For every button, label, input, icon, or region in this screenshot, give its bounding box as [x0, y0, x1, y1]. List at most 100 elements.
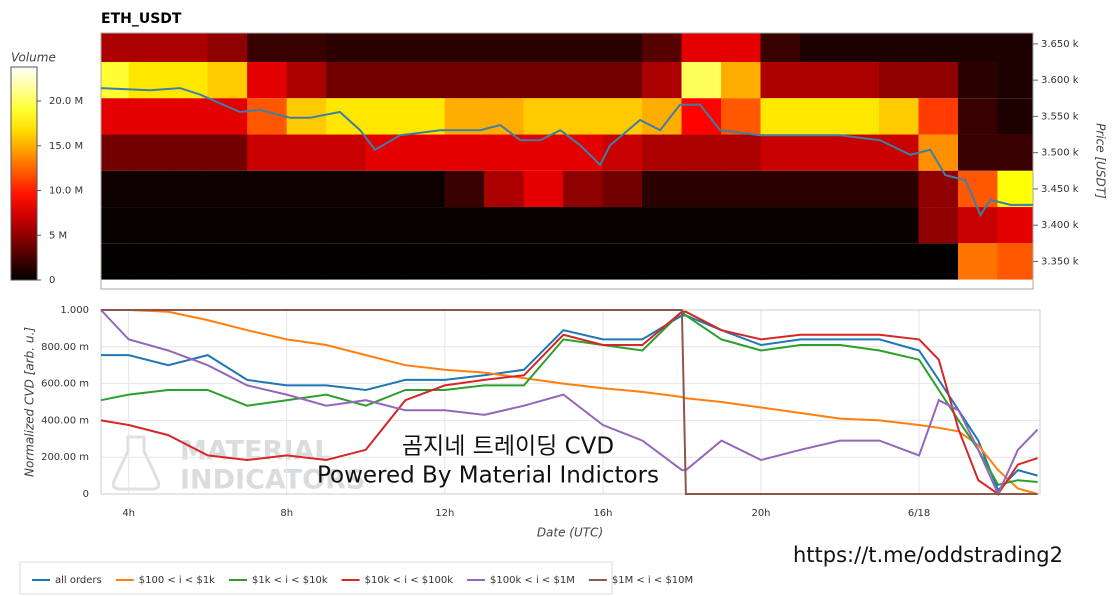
heat-cell — [721, 33, 762, 63]
heat-cell — [642, 170, 683, 208]
heat-cell — [168, 98, 209, 135]
heat-cell — [997, 207, 1034, 244]
heat-cell — [642, 62, 683, 99]
legend-box — [19, 561, 613, 595]
watermark: MATERIAL INDICATORS — [111, 435, 365, 496]
x-tick-label: 12h — [435, 508, 454, 519]
heat-cell — [365, 170, 406, 208]
heat-cell — [444, 207, 485, 244]
series-line — [100, 309, 1039, 497]
heat-cell — [286, 62, 327, 99]
heat-cell — [721, 243, 762, 280]
heat-cell — [444, 170, 485, 208]
heat-cell — [997, 170, 1034, 208]
heat-cell — [365, 243, 406, 280]
x-tick-label: 20h — [751, 508, 770, 519]
heat-cell — [405, 134, 446, 171]
heat-cell — [207, 207, 248, 244]
series-line — [101, 309, 1038, 495]
heat-cell — [484, 33, 525, 63]
heat-cell — [602, 207, 643, 244]
heat-cell — [247, 243, 288, 280]
heat-cell — [168, 62, 209, 99]
heat-cell — [997, 33, 1034, 63]
heat-cell — [405, 170, 446, 208]
colorbar-tick-label: 15.0 M — [49, 141, 83, 152]
heat-cell — [168, 243, 209, 280]
heat-cell — [800, 170, 840, 208]
heat-cell — [286, 134, 327, 171]
heat-cell — [128, 243, 169, 280]
heat-cell — [101, 33, 130, 63]
heat-cell — [602, 134, 643, 171]
heat-cell — [484, 170, 525, 208]
heat-cell — [484, 207, 525, 244]
heat-cell — [128, 33, 169, 63]
colorbar-tick-label: 5 M — [49, 230, 67, 241]
heat-cell — [918, 98, 959, 135]
heat-cell — [247, 134, 288, 171]
heat-cell — [563, 62, 604, 99]
heat-cell — [957, 62, 998, 99]
legend-label: $10k < i < $100k — [365, 575, 454, 586]
x-tick-label: 16h — [593, 508, 612, 519]
heat-cell — [128, 134, 169, 171]
y-tick-label: 0 — [83, 489, 89, 500]
heat-cell — [405, 98, 446, 135]
heat-cell — [365, 33, 406, 63]
heat-cell — [957, 243, 998, 280]
heat-cell — [878, 207, 919, 244]
heat-cell — [721, 170, 762, 208]
heat-cell — [681, 243, 722, 280]
heat-cell — [101, 243, 130, 280]
heat-cell — [642, 243, 683, 280]
plot-frame — [100, 32, 1034, 290]
heat-cell — [681, 98, 722, 135]
heat-cell — [918, 207, 959, 244]
heat-cell — [721, 98, 762, 135]
heat-cell — [957, 207, 998, 244]
heat-cell — [957, 33, 998, 63]
heat-cell — [101, 207, 130, 244]
heat-cell — [997, 98, 1034, 135]
price-axis-label: Price [USDT] — [1094, 123, 1108, 199]
heat-cell — [101, 134, 130, 171]
y-tick-label: 3.650 k — [1041, 39, 1079, 50]
heat-cell — [681, 33, 722, 63]
heat-cell — [444, 33, 485, 63]
heat-cell — [957, 98, 998, 135]
colorbar-tick-label: 20.0 M — [49, 96, 83, 107]
x-tick-label: 4h — [122, 508, 135, 519]
heat-cell — [918, 243, 959, 280]
heat-cell — [839, 33, 880, 63]
y-tick-label: 1.000 — [60, 305, 89, 316]
heat-cell — [839, 98, 880, 135]
heat-cell — [760, 98, 801, 135]
heat-cell — [760, 243, 801, 280]
legend-label: $100 < i < $1k — [139, 575, 215, 586]
series-line — [101, 309, 1038, 495]
heat-cell — [760, 134, 801, 171]
heat-cell — [405, 33, 446, 63]
heat-cell — [839, 243, 880, 280]
heat-cell — [286, 33, 327, 63]
heat-cell — [878, 98, 919, 135]
y-tick-label: 800.00 m — [41, 342, 89, 353]
heat-cell — [523, 33, 564, 63]
heat-cell — [602, 62, 643, 99]
legend-label: $100k < i < $1M — [490, 575, 575, 586]
heat-cell — [128, 98, 169, 135]
watermark-text: INDICATORS — [180, 465, 365, 496]
heat-cell — [365, 62, 406, 99]
heat-cell — [523, 170, 564, 208]
heat-cell — [642, 33, 683, 63]
heat-cell — [918, 62, 959, 99]
annotation: 곰지네 트레이딩 CVD — [402, 434, 614, 460]
colorbar — [10, 66, 38, 281]
heat-cell — [523, 207, 564, 244]
heat-cell — [326, 243, 367, 280]
heat-cell — [286, 170, 327, 208]
y-tick-label: 3.500 k — [1041, 148, 1079, 159]
heat-cell — [563, 170, 604, 208]
